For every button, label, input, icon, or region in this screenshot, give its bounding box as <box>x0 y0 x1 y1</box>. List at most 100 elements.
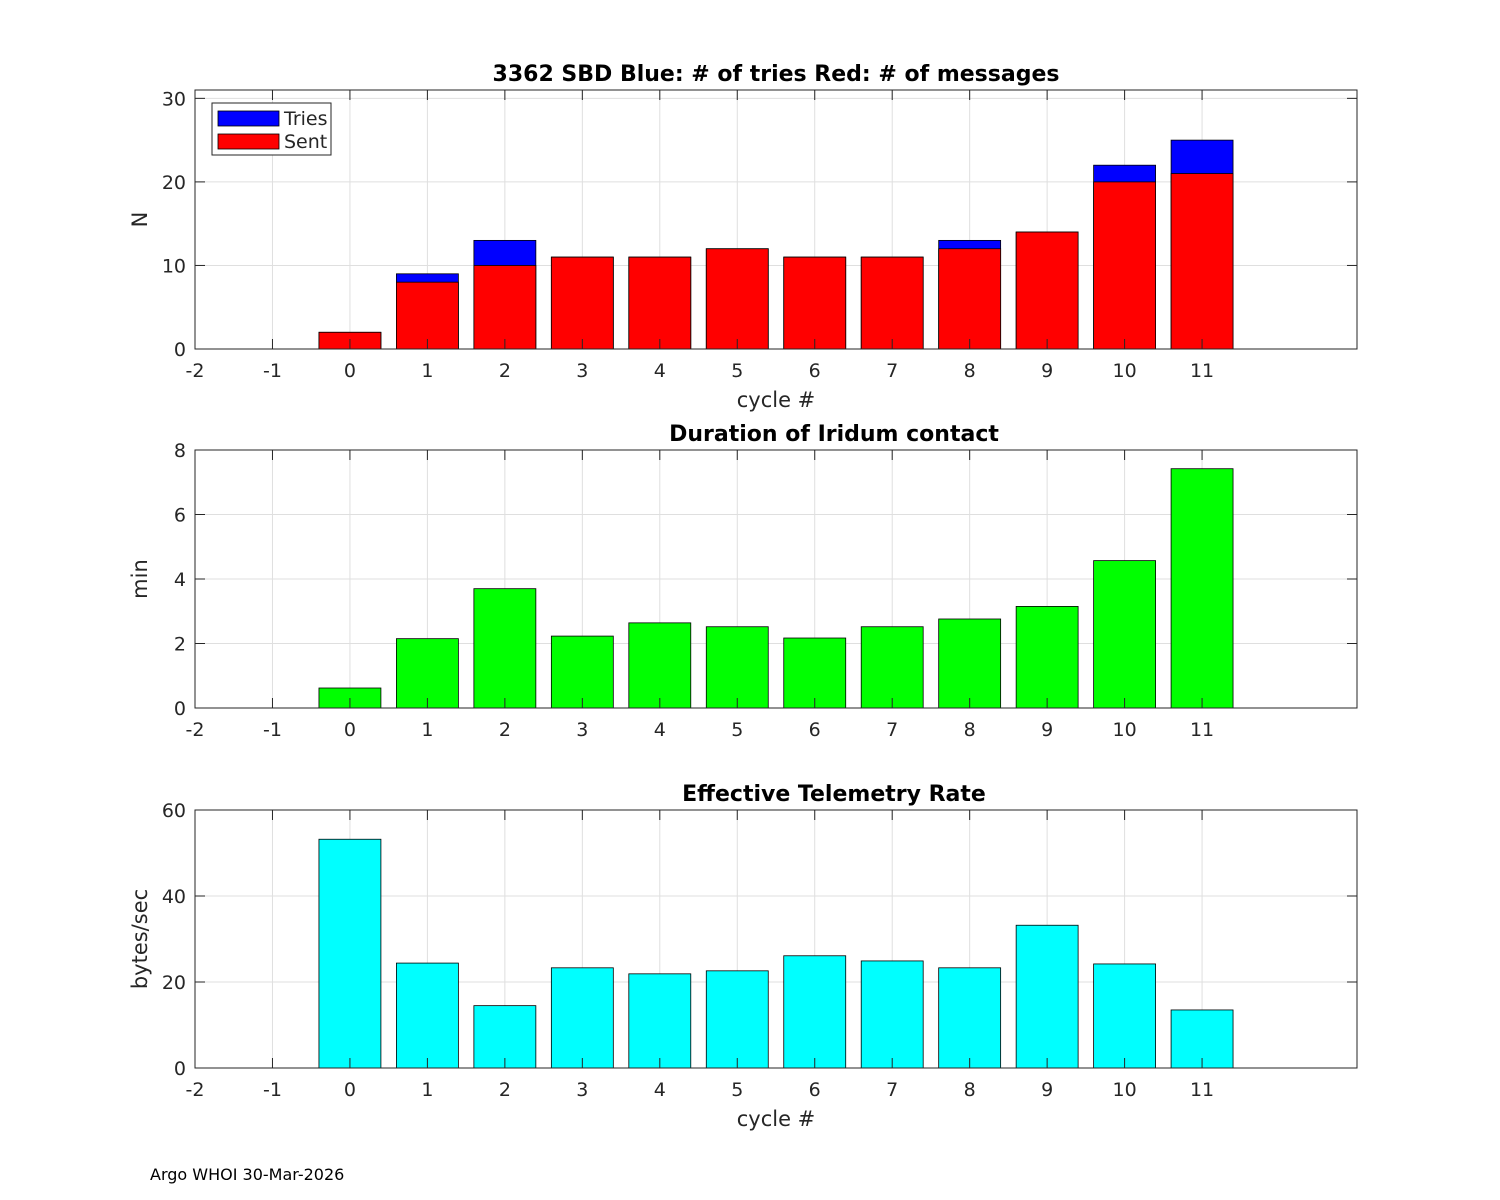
x-tick-label: 1 <box>421 360 433 382</box>
bar-rate-cycle-9 <box>1015 924 1079 1069</box>
x-tick-label: 5 <box>731 1079 743 1101</box>
x-tick-label: 6 <box>809 719 821 741</box>
bar-duration-cycle-8 <box>938 618 1002 709</box>
bar-sent-cycle-11 <box>1170 173 1234 350</box>
x-tick-label: 6 <box>809 1079 821 1101</box>
bar-rate-cycle-5 <box>705 970 769 1069</box>
bar-duration-cycle-4 <box>628 622 692 709</box>
x-tick-label: 4 <box>654 719 666 741</box>
x-tick-label: 2 <box>499 360 511 382</box>
legend-swatch-sent <box>217 133 280 150</box>
x-axis-label: cycle # <box>737 388 816 412</box>
bar-duration-cycle-6 <box>783 637 847 709</box>
bar-duration-cycle-5 <box>705 626 769 709</box>
bar-sent-cycle-1 <box>396 281 459 350</box>
bar-sent-cycle-2 <box>473 265 537 350</box>
bar-rate-cycle-0 <box>318 838 382 1069</box>
axes-box <box>194 89 1358 350</box>
bar-sent-cycle-7 <box>860 256 924 350</box>
bar-rate-cycle-2 <box>473 1005 537 1069</box>
bar-sent-cycle-6 <box>783 256 847 350</box>
x-tick-label: 3 <box>576 1079 588 1101</box>
x-tick-label: -1 <box>263 719 282 741</box>
x-tick-label: 5 <box>731 719 743 741</box>
footer-caption: Argo WHOI 30-Mar-2026 <box>150 1165 345 1184</box>
x-tick-label: -2 <box>186 1079 205 1101</box>
x-tick-label: 0 <box>344 719 356 741</box>
bar-rate-cycle-7 <box>860 960 924 1069</box>
x-tick-label: 7 <box>886 1079 898 1101</box>
x-tick-label: 9 <box>1041 1079 1053 1101</box>
y-tick-label: 60 <box>162 800 186 822</box>
bar-duration-cycle-1 <box>396 638 459 709</box>
y-tick-label: 10 <box>162 255 186 277</box>
bar-sent-cycle-10 <box>1093 181 1156 350</box>
y-tick-label: 6 <box>174 505 186 527</box>
x-tick-label: -2 <box>186 719 205 741</box>
x-tick-label: 11 <box>1190 719 1214 741</box>
y-tick-label: 8 <box>174 440 186 462</box>
x-tick-label: 9 <box>1041 360 1053 382</box>
bar-duration-cycle-3 <box>550 635 614 709</box>
bar-duration-cycle-10 <box>1093 560 1156 709</box>
x-tick-label: 5 <box>731 360 743 382</box>
x-tick-label: 2 <box>499 719 511 741</box>
bar-duration-cycle-11 <box>1170 468 1234 709</box>
x-tick-label: 3 <box>576 360 588 382</box>
bar-rate-cycle-10 <box>1093 963 1156 1069</box>
bar-rate-cycle-6 <box>783 955 847 1069</box>
bar-duration-cycle-2 <box>473 588 537 709</box>
y-axis-label: min <box>128 559 152 599</box>
x-tick-label: 7 <box>886 719 898 741</box>
chart-title: Effective Telemetry Rate <box>682 782 986 807</box>
x-tick-label: 11 <box>1190 360 1214 382</box>
x-tick-label: 9 <box>1041 719 1053 741</box>
x-tick-label: 4 <box>654 1079 666 1101</box>
y-tick-label: 40 <box>162 886 186 908</box>
x-tick-label: 4 <box>654 360 666 382</box>
legend-label-sent: Sent <box>284 131 327 153</box>
plot-area <box>195 810 1357 1068</box>
legend-label-tries: Tries <box>283 108 328 130</box>
bar-sent-cycle-4 <box>628 256 692 350</box>
bar-rate-cycle-1 <box>396 962 459 1069</box>
bar-sent-cycle-8 <box>938 248 1002 350</box>
chart-title: 3362 SBD Blue: # of tries Red: # of mess… <box>493 62 1060 87</box>
y-tick-label: 0 <box>174 1058 186 1080</box>
x-tick-label: 1 <box>421 1079 433 1101</box>
bar-rate-cycle-4 <box>628 973 692 1069</box>
y-tick-label: 0 <box>174 339 186 361</box>
x-tick-label: 2 <box>499 1079 511 1101</box>
y-tick-label: 4 <box>174 569 186 591</box>
y-axis-label: bytes/sec <box>128 889 152 989</box>
effective-telemetry-rate-chart: -2 -1 0 1 2 3 4 5 6 7 8 9 10 11 0 20 40 60 Effective Telem… <box>128 782 1358 1131</box>
x-tick-label: 7 <box>886 360 898 382</box>
plot-area <box>195 90 1357 349</box>
x-tick-label: 3 <box>576 719 588 741</box>
sbd-tries-messages-chart: -2 -1 0 1 2 3 4 5 6 7 8 9 10 11 0 10 20 30 3362 SBD Blue: … <box>128 62 1358 412</box>
y-tick-label: 30 <box>162 88 186 110</box>
y-tick-label: 20 <box>162 972 186 994</box>
bar-rate-cycle-8 <box>938 967 1002 1069</box>
x-tick-label: 10 <box>1113 360 1137 382</box>
x-tick-label: 8 <box>964 1079 976 1101</box>
y-tick-label: 2 <box>174 634 186 656</box>
bar-rate-cycle-3 <box>550 967 614 1069</box>
x-tick-label: -2 <box>186 360 205 382</box>
x-tick-label: 8 <box>964 360 976 382</box>
x-tick-label: -1 <box>263 360 282 382</box>
x-tick-label: 1 <box>421 719 433 741</box>
bar-duration-cycle-9 <box>1015 606 1079 709</box>
iridium-contact-duration-chart: -2 -1 0 1 2 3 4 5 6 7 8 9 10 11 0 2 4 6 8 Duration of Iridu… <box>128 422 1358 741</box>
chart-title: Duration of Iridum contact <box>669 422 999 447</box>
x-tick-label: 10 <box>1113 719 1137 741</box>
bar-sent-cycle-3 <box>550 256 614 350</box>
x-tick-label: 10 <box>1113 1079 1137 1101</box>
bar-sent-cycle-9 <box>1015 231 1079 350</box>
x-axis-label: cycle # <box>737 1107 816 1131</box>
x-tick-label: 11 <box>1190 1079 1214 1101</box>
x-tick-label: -1 <box>263 1079 282 1101</box>
x-tick-label: 0 <box>344 1079 356 1101</box>
